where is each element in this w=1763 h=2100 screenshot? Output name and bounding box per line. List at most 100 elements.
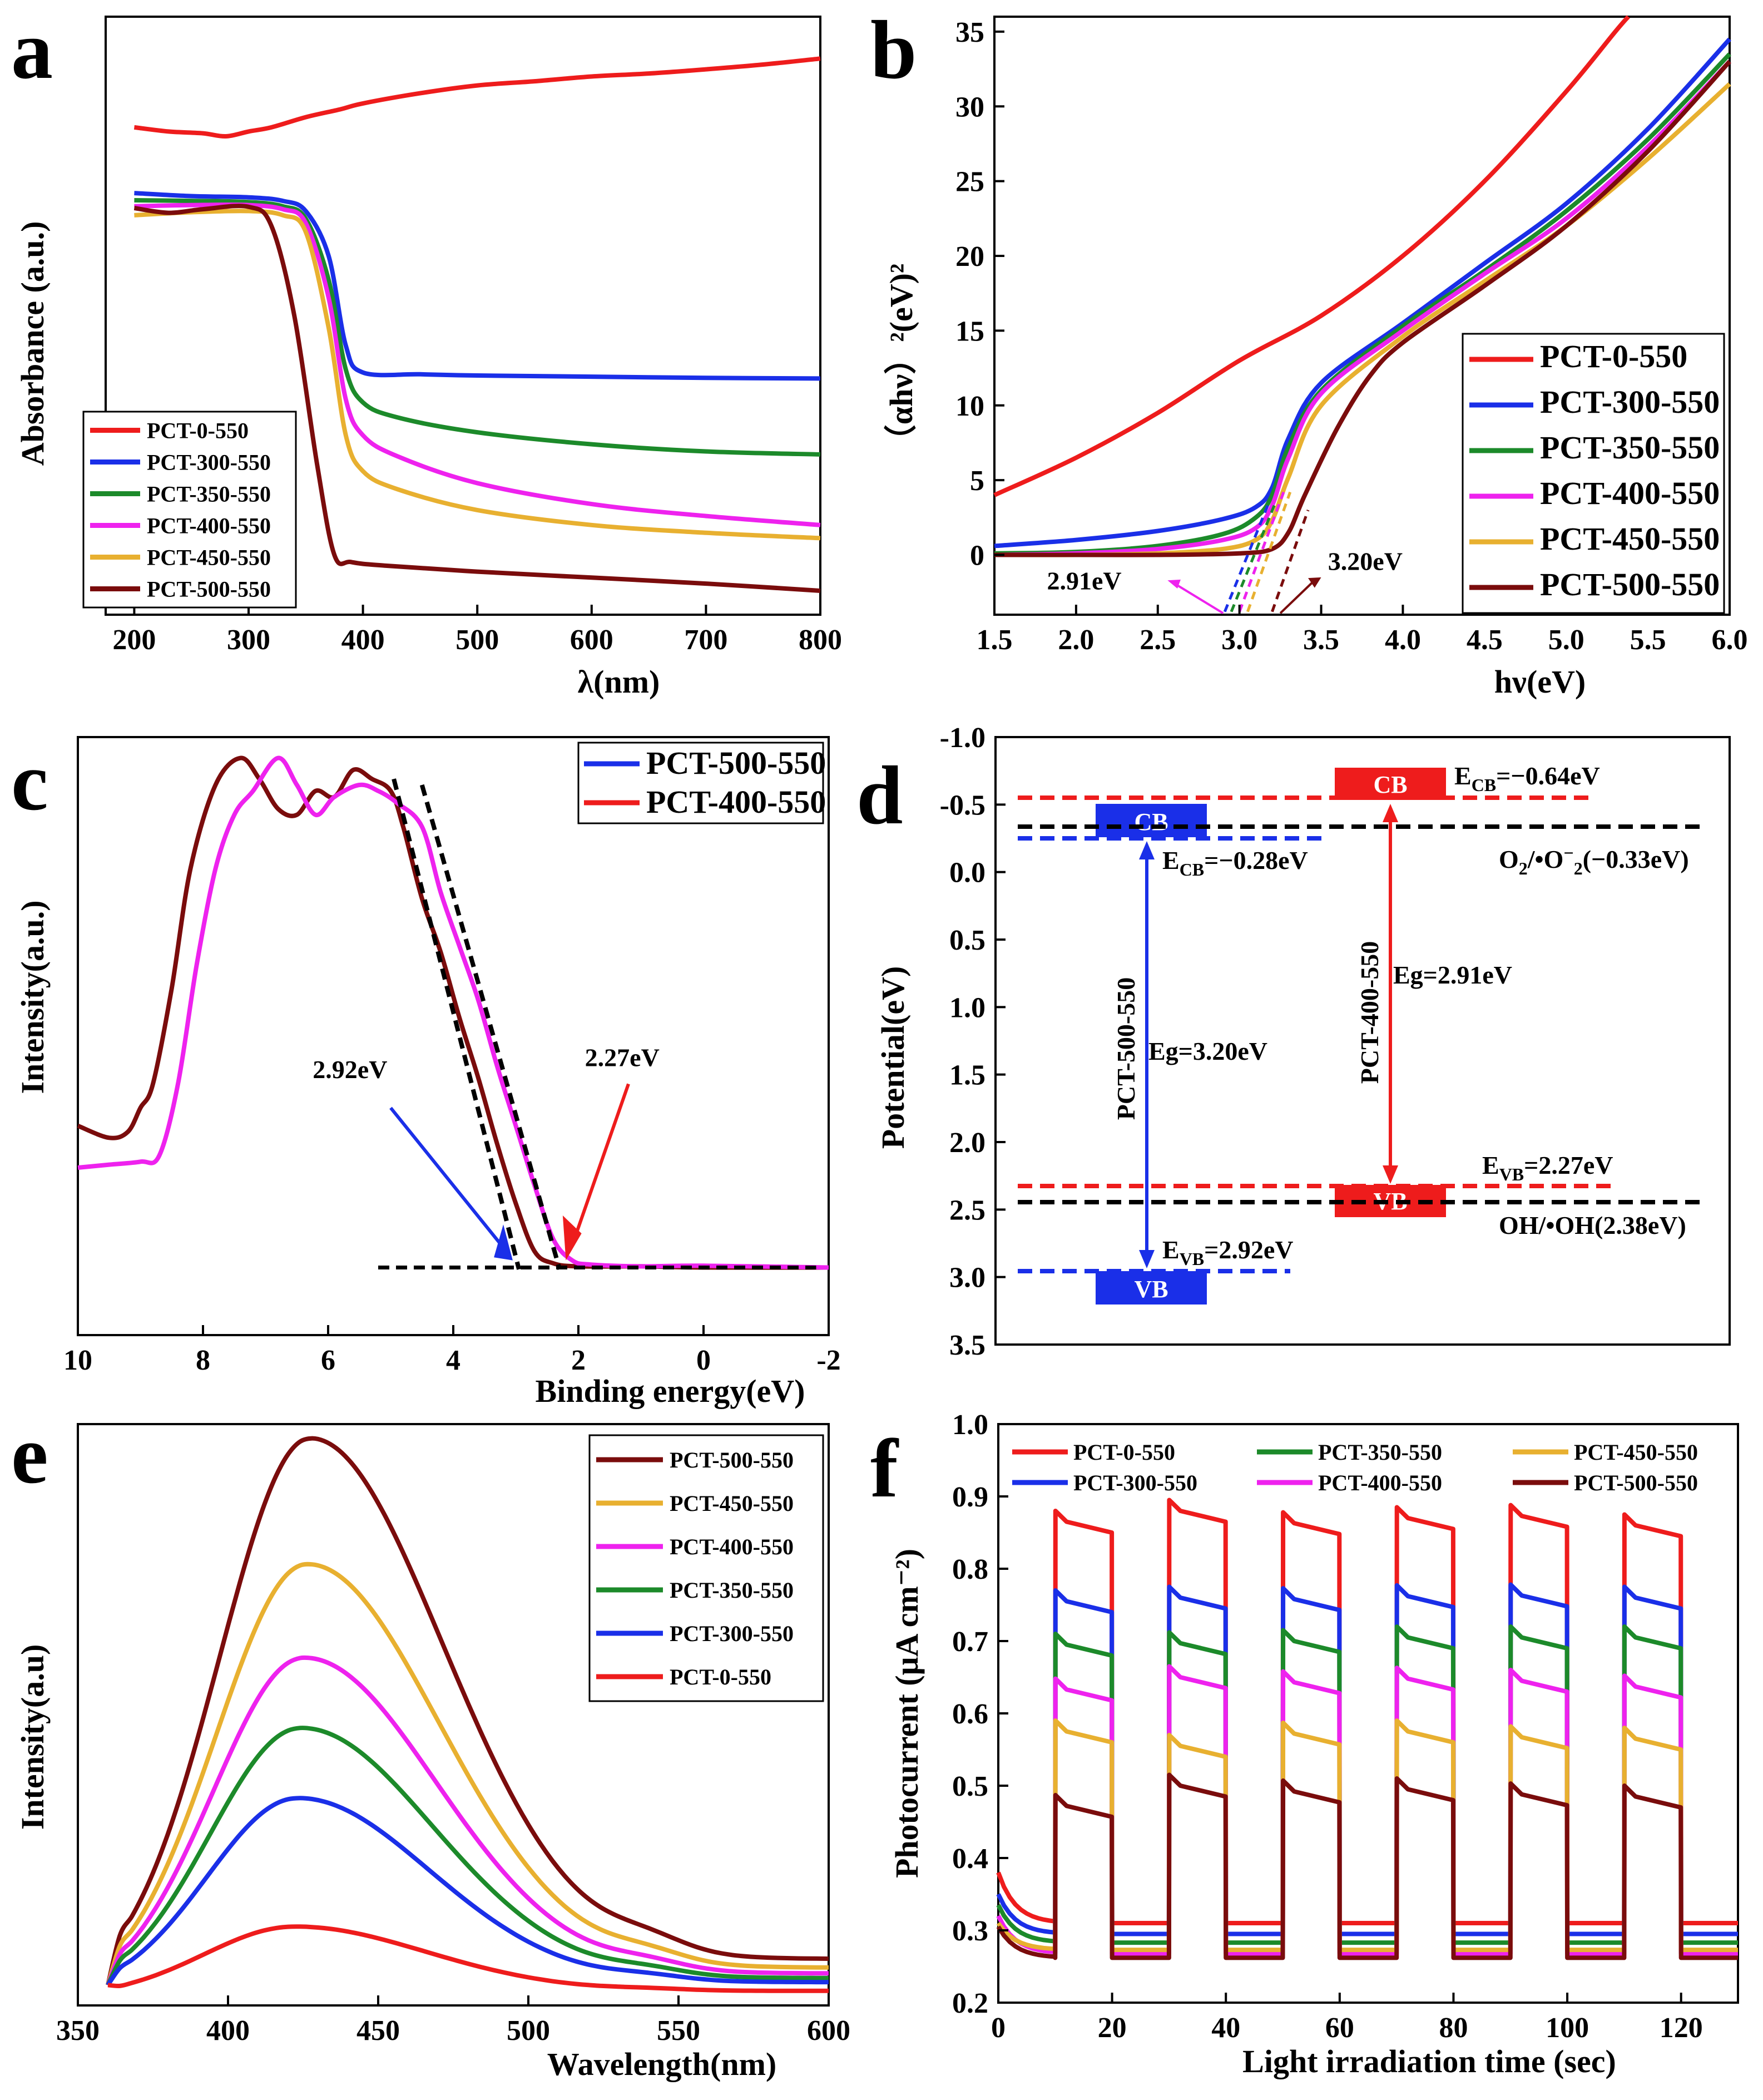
ecb-pct400-label: ECB=−0.64eV (1454, 762, 1600, 795)
e-symbol: E (1162, 1236, 1180, 1264)
eg-arrowhead-up-pct400 (1383, 804, 1398, 822)
b-y-tick-label: 0 (970, 540, 984, 572)
series-PCT-400-550 (996, 1664, 1738, 1956)
annot-2.91eV: 2.91eV (1047, 566, 1122, 595)
c-y-axis-title: Intensity(a.u.) (14, 900, 51, 1094)
a-x-tick-label: 500 (455, 624, 499, 656)
c-x-tick-label: 4 (446, 1345, 460, 1376)
e-legend-entry: PCT-300-550 (670, 1621, 794, 1646)
plot-frame-e (77, 1423, 830, 2007)
c-x-tick-label: 8 (196, 1345, 210, 1376)
b-x-tick-label: 5.5 (1630, 624, 1666, 656)
b-legend-entry: PCT-350-550 (1540, 429, 1720, 466)
b-y-tick-label: 25 (955, 166, 984, 198)
f-y-tick-label: 0.5 (952, 1771, 988, 1802)
evb-pct400-value: =2.27eV (1524, 1151, 1613, 1179)
f-x-tick-label: 120 (1660, 2012, 1703, 2044)
series-PCT-0-550 (133, 56, 821, 139)
c-x-axis-title: Binding energy(eV) (536, 1373, 805, 1409)
e-x-tick-label: 600 (807, 2015, 850, 2047)
d-y-tick-label: 3.5 (949, 1330, 986, 1361)
series-PCT-500-550 (133, 204, 821, 593)
d-y-axis-title: Potential(eV) (875, 966, 911, 1149)
d-y-tick-label: 3.0 (949, 1262, 986, 1294)
panel-a: a (11, 4, 821, 616)
series-PCT-300-550 (996, 1582, 1738, 1936)
panel-letter-c: c (11, 735, 48, 828)
plot-frame-f (997, 1423, 1739, 2004)
f-x-tick-label: 0 (991, 2012, 1006, 2044)
f-y-tick-label: 1.0 (952, 1409, 988, 1441)
annot-arrowhead-3.20 (1308, 577, 1321, 588)
d-y-tick-label: 1.0 (949, 992, 986, 1024)
panel-b: b (870, 4, 1731, 616)
b-x-tick-label: 2.5 (1140, 624, 1176, 656)
series-PCT-350-550 (106, 1726, 829, 1987)
a-x-tick-label: 600 (570, 624, 613, 656)
e-legend-entry: PCT-450-550 (670, 1491, 794, 1516)
c-x-tick-label: 2 (571, 1345, 586, 1376)
c-x-tick-label: -2 (816, 1345, 840, 1376)
c-arrowhead-2.92 (494, 1224, 513, 1261)
e-x-tick-label: 350 (56, 2015, 100, 2047)
b-x-tick-label: 4.0 (1385, 624, 1421, 656)
a-legend-entry: PCT-450-550 (147, 545, 271, 570)
tangent-PCT-350-550 (1230, 502, 1277, 612)
f-y-tick-label: 0.7 (952, 1626, 988, 1658)
f-y-tick-label: 0.3 (952, 1915, 988, 1947)
ecb-pct500-value: =−0.28eV (1204, 846, 1308, 874)
e-x-tick-label: 500 (507, 2015, 550, 2047)
series-PCT-0-550 (996, 1498, 1738, 1925)
d-y-tick-label: 2.5 (949, 1194, 986, 1226)
series-PCT-300-550 (106, 1796, 829, 1987)
b-legend-entry: PCT-450-550 (1540, 521, 1720, 557)
series-PCT-450-550 (106, 1562, 829, 1986)
e-legend-entry: PCT-350-550 (670, 1578, 794, 1603)
tangent-PCT-300-550 (1223, 502, 1270, 612)
series-PCT-350-550 (994, 52, 1731, 556)
f-legend-entry: PCT-450-550 (1574, 1440, 1698, 1465)
cb-subscript: CB (1180, 859, 1204, 879)
e-x-axis-title: Wavelength(nm) (547, 2046, 776, 2082)
e-legend-entry: PCT-500-550 (670, 1447, 794, 1473)
a-x-tick-label: 800 (799, 624, 842, 656)
f-legend-entry: PCT-300-550 (1073, 1470, 1197, 1495)
b-x-tick-label: 1.5 (977, 624, 1013, 656)
annot-arrowhead-2.91 (1167, 579, 1181, 589)
b-x-tick-label: 5.0 (1548, 624, 1584, 656)
f-legend-entry: PCT-350-550 (1318, 1440, 1442, 1465)
b-x-axis-title: hν(eV) (1494, 664, 1586, 700)
b-y-tick-label: 5 (970, 465, 984, 497)
b-legend-box (1462, 333, 1725, 614)
f-legend-entry: PCT-0-550 (1073, 1440, 1175, 1465)
b-y-tick-label: 15 (955, 315, 984, 347)
b-y-tick-label: 30 (955, 91, 984, 123)
vb-subscript: VB (1180, 1249, 1204, 1269)
series-PCT-350-550 (134, 198, 821, 457)
cb-box-pct500 (1096, 804, 1207, 837)
cb-label-pct400: CB (1373, 771, 1407, 798)
c-legend-box (577, 742, 824, 824)
e-legend-entry: PCT-400-550 (670, 1534, 794, 1559)
o2-value: (−0.33eV) (1583, 845, 1689, 873)
o2-sub2: 2 (1574, 858, 1583, 878)
f-x-axis-title: Light irradiation time (sec) (1242, 2043, 1616, 2079)
e-x-tick-label: 400 (206, 2015, 250, 2047)
annot-arrow-2.91 (1173, 582, 1224, 615)
panel-letter-f: f (870, 1422, 899, 1515)
a-legend-box (82, 411, 297, 609)
pct400-vertical-label: PCT-400-550 (1355, 941, 1384, 1084)
f-x-tick-label: 20 (1098, 2012, 1127, 2044)
tangent-PCT-500-550 (1271, 510, 1310, 612)
plot-frame-c (77, 736, 830, 1336)
b-legend-entry: PCT-500-550 (1540, 566, 1720, 602)
panel-letter-d: d (856, 749, 903, 842)
cb-subscript: CB (1472, 775, 1496, 795)
a-y-axis-title: Absorbance (a.u.) (14, 221, 51, 466)
panel-d: d (856, 736, 1731, 1346)
o2-o: O (1499, 845, 1519, 873)
o2-charge: − (1563, 843, 1573, 863)
series-PCT-450-550 (134, 209, 821, 541)
evb-pct400-label: EVB=2.27eV (1482, 1151, 1613, 1184)
b-x-tick-label: 3.0 (1221, 624, 1257, 656)
